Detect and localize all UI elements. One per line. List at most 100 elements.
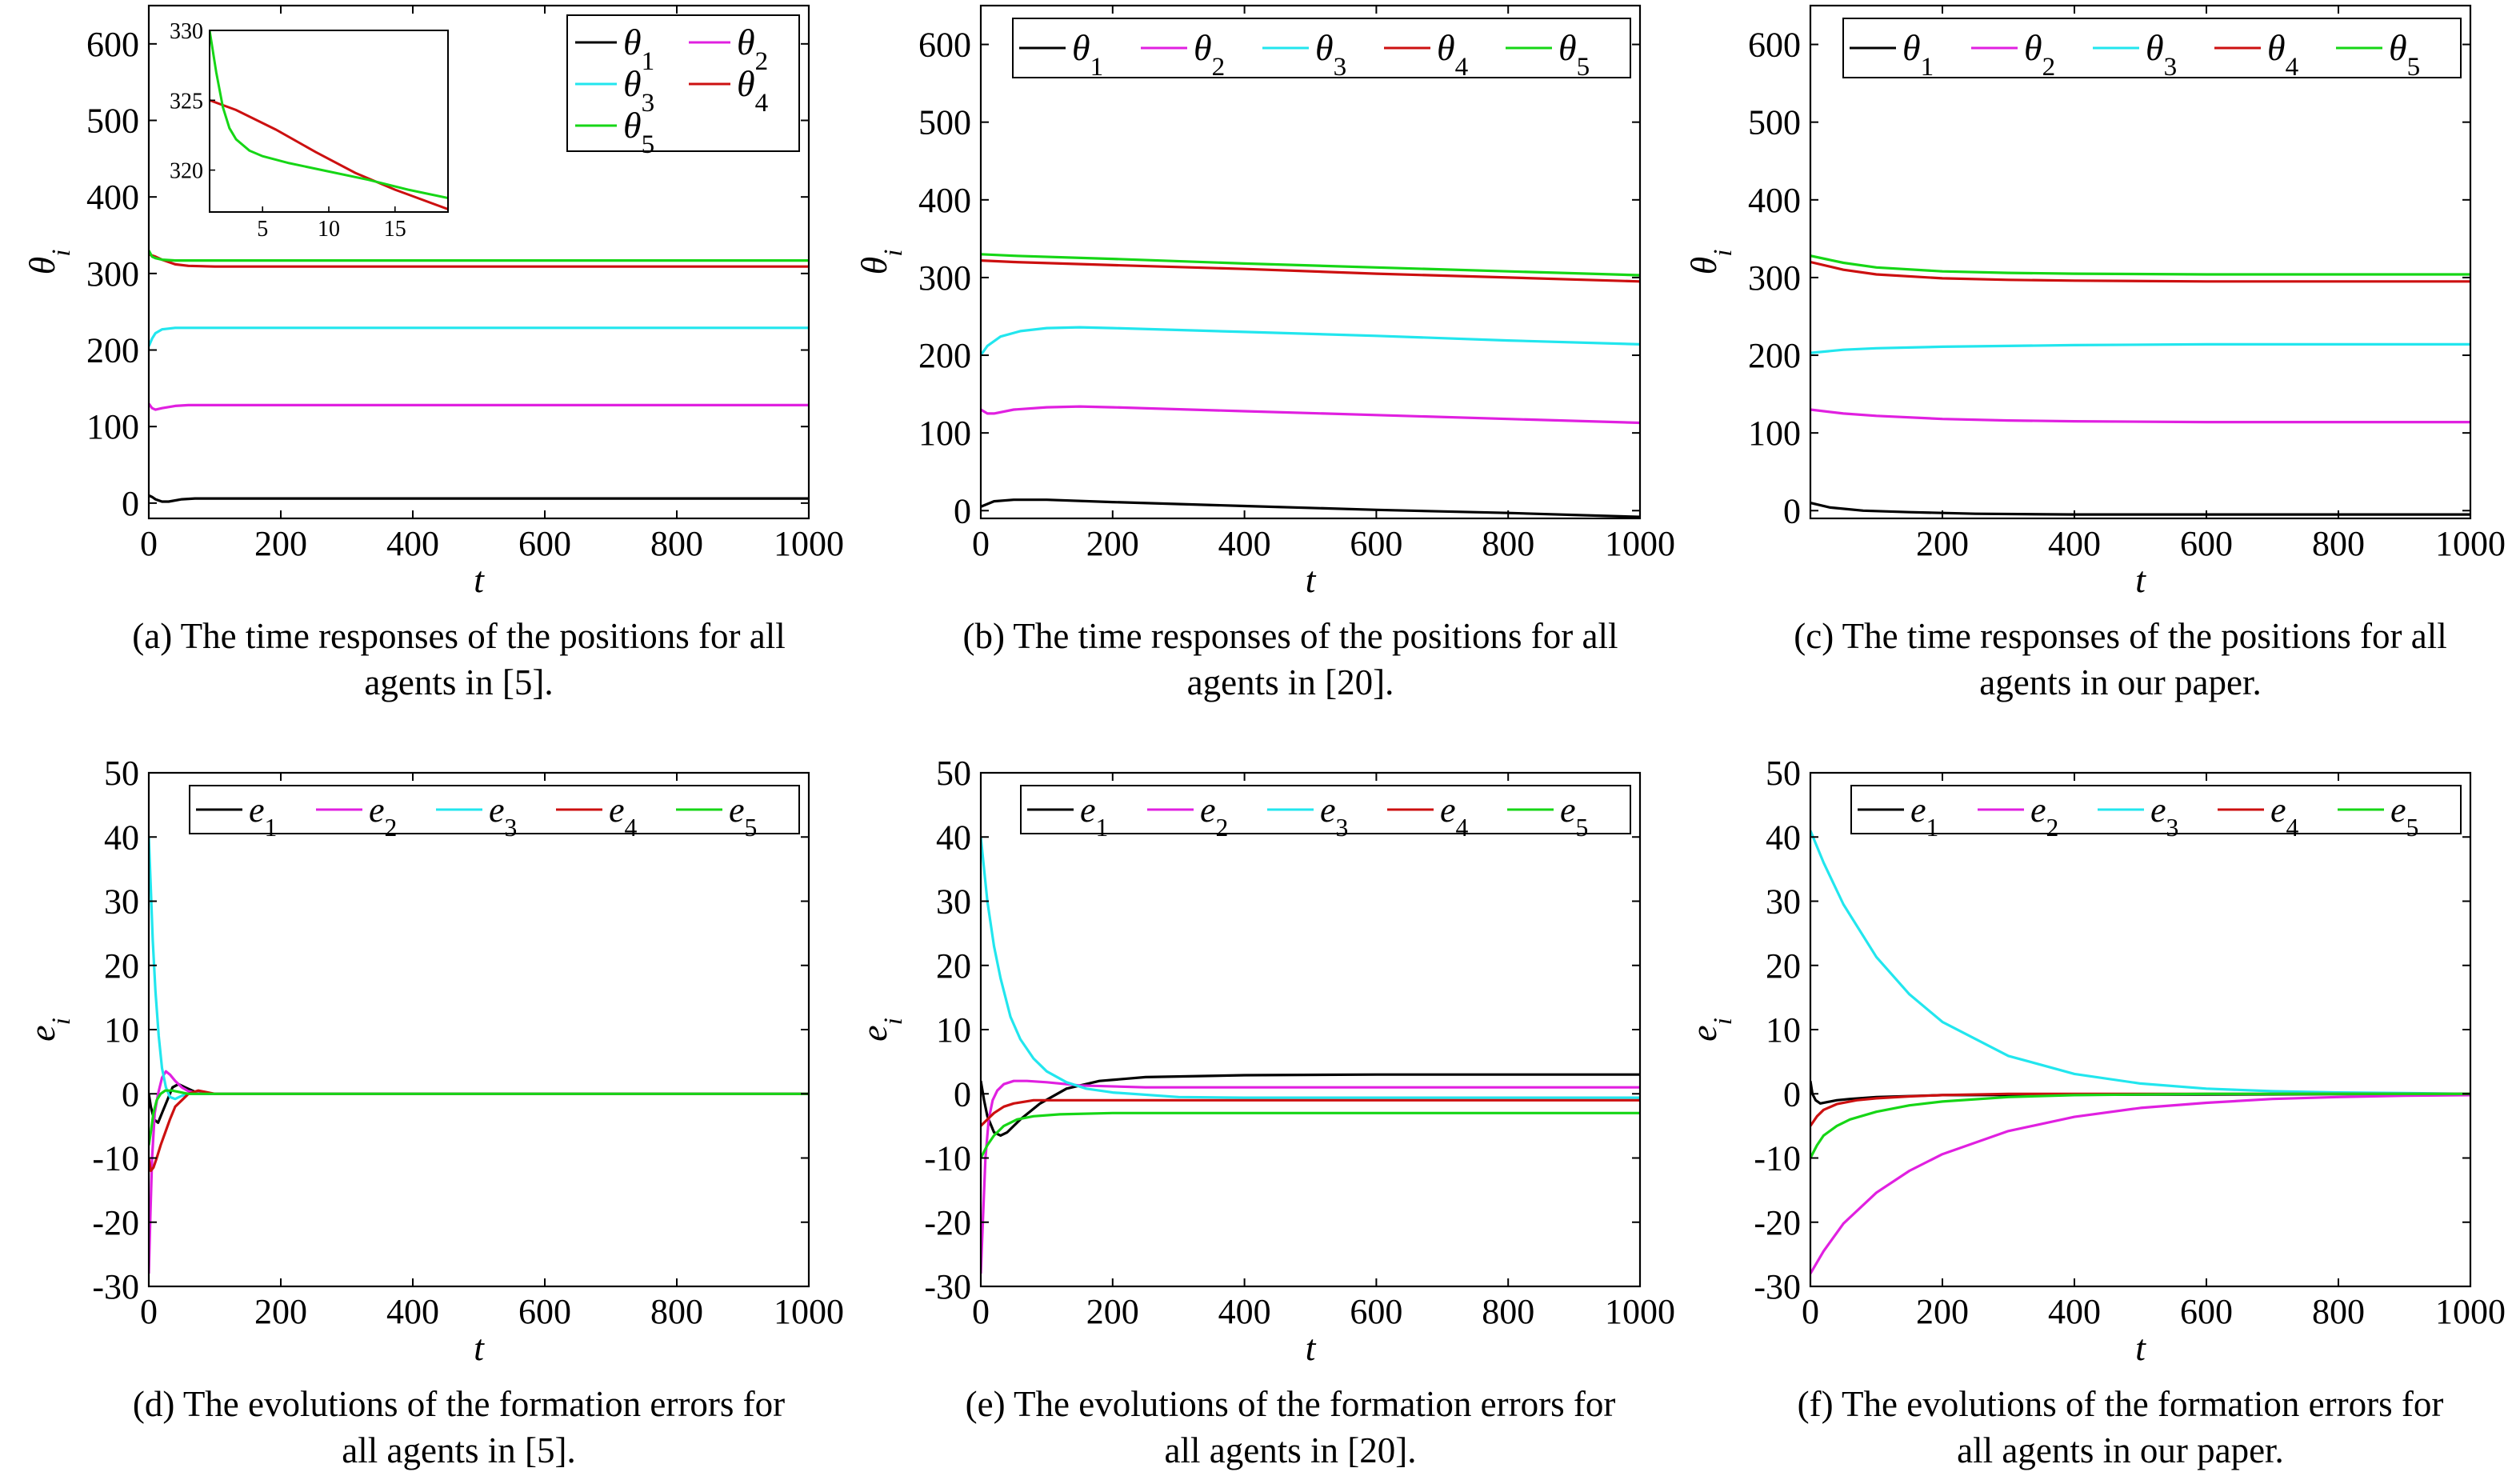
series-line-e-2 <box>981 1079 1640 1274</box>
y-tick-label-e-10: 10 <box>936 1010 971 1050</box>
x-tick-label-b-200: 200 <box>1086 524 1139 563</box>
x-tick-label-c-200: 200 <box>1916 524 1969 563</box>
y-tick-label-e-20: 20 <box>936 946 971 986</box>
y-axis-label-f: ei <box>1683 1018 1738 1042</box>
y-tick-label-b-500: 500 <box>918 103 971 142</box>
caption-d: (d) The evolutions of the formation erro… <box>59 1381 859 1474</box>
plot-area-a <box>149 250 809 503</box>
y-tick-label-e--20: -20 <box>924 1203 971 1242</box>
inset-y-tick-label-325: 325 <box>170 89 203 114</box>
chart-e: 0 200 400 600 800 1000 -30 -20 -10 0 10 20 30 40 50 t ei… <box>854 754 1675 1368</box>
axes-box-a <box>147 4 810 520</box>
caption-b: (b) The time responses of the positions … <box>890 613 1690 706</box>
y-tick-label-b-200: 200 <box>918 336 971 375</box>
y-tick-label-e--30: -30 <box>924 1267 971 1306</box>
series-line-e-5 <box>981 1111 1640 1159</box>
x-tick-label-e-400: 400 <box>1218 1292 1271 1331</box>
x-tick-label-b-600: 600 <box>1350 524 1402 563</box>
plot-area-b <box>981 253 1640 518</box>
y-tick-label-d-50: 50 <box>104 754 139 793</box>
legend-label-a-4: θ4 <box>737 63 769 118</box>
caption-line: (a) The time responses of the positions … <box>132 616 786 656</box>
inset-x-tick-label-15: 15 <box>384 217 406 242</box>
axes-box-b <box>979 4 1642 520</box>
y-tick-label-b-300: 300 <box>918 258 971 298</box>
inset-x-tick-label-10: 10 <box>318 217 340 242</box>
series-line-f-2 <box>1810 1094 2470 1274</box>
legend-label-f-1: e1 <box>1910 790 1938 842</box>
plot-area-f <box>1810 830 2470 1274</box>
series-line-d-3 <box>149 837 809 1101</box>
legend-label-f-4: e4 <box>2270 790 2299 842</box>
axes-box-e <box>979 771 1642 1288</box>
x-tick-label-a-0: 0 <box>140 524 158 563</box>
x-tick-label-e-1000: 1000 <box>1605 1292 1675 1331</box>
x-tick-label-d-600: 600 <box>518 1292 571 1331</box>
y-tick-label-a-500: 500 <box>86 102 139 141</box>
y-tick-label-f--10: -10 <box>1754 1139 1801 1178</box>
x-axis-label-b: t <box>1306 559 1317 600</box>
legend-label-b-2: θ2 <box>1194 27 1225 82</box>
y-tick-label-d--30: -30 <box>92 1267 139 1306</box>
inset-x-tick-label-5: 5 <box>257 217 268 242</box>
caption-f: (f) The evolutions of the formation erro… <box>1721 1381 2520 1474</box>
inset-line-2 <box>210 30 448 199</box>
series-line-b-5 <box>981 253 1640 277</box>
x-tick-label-e-800: 800 <box>1482 1292 1534 1331</box>
caption-line: all agents in [20]. <box>1164 1430 1417 1470</box>
x-axis-label-d: t <box>474 1327 485 1368</box>
series-line-b-2 <box>981 405 1640 425</box>
y-tick-label-e--10: -10 <box>924 1139 971 1178</box>
series-line-c-2 <box>1810 408 2470 424</box>
legend-label-d-3: e3 <box>489 790 517 842</box>
y-tick-label-f-0: 0 <box>1783 1074 1801 1114</box>
y-tick-label-d-20: 20 <box>104 946 139 986</box>
x-tick-label-d-1000: 1000 <box>774 1292 844 1331</box>
y-tick-label-f-30: 30 <box>1766 882 1801 922</box>
legend-label-a-1: θ1 <box>623 22 654 76</box>
x-tick-label-f-800: 800 <box>2312 1292 2365 1331</box>
y-tick-label-e-50: 50 <box>936 754 971 793</box>
x-tick-label-a-800: 800 <box>650 524 703 563</box>
chart-f: 0 200 400 600 800 1000 -30 -20 -10 0 10 20 30 40 50 t ei… <box>1683 754 2506 1368</box>
caption-line: (b) The time responses of the positions … <box>962 616 1618 656</box>
x-tick-label-c-600: 600 <box>2180 524 2233 563</box>
y-tick-label-c-600: 600 <box>1748 26 1801 65</box>
x-tick-label-d-200: 200 <box>254 1292 307 1331</box>
x-axis-label-a: t <box>474 559 485 600</box>
legend-label-a-2: θ2 <box>737 22 768 76</box>
y-tick-label-a-400: 400 <box>86 178 139 217</box>
x-tick-label-f-1000: 1000 <box>2435 1292 2506 1331</box>
caption-line: agents in [20]. <box>1186 662 1394 702</box>
x-tick-label-d-400: 400 <box>386 1292 439 1331</box>
series-line-a-5 <box>149 250 809 262</box>
y-tick-label-a-300: 300 <box>86 254 139 294</box>
y-tick-label-d--20: -20 <box>92 1203 139 1242</box>
caption-line: (f) The evolutions of the formation erro… <box>1797 1384 2444 1424</box>
legend-label-d-4: e4 <box>609 790 638 842</box>
y-tick-label-d--10: -10 <box>92 1139 139 1178</box>
inset-y-tick-label-320: 320 <box>170 159 203 184</box>
axes-box-f <box>1809 771 2472 1288</box>
caption-line: (e) The evolutions of the formation erro… <box>965 1384 1616 1424</box>
series-line-d-5 <box>149 1089 809 1146</box>
y-tick-label-d-40: 40 <box>104 818 139 857</box>
x-tick-label-a-1000: 1000 <box>774 524 844 563</box>
caption-line: all agents in [5]. <box>342 1430 576 1470</box>
legend-label-d-2: e2 <box>369 790 397 842</box>
legend-f: e1 e2 e3 e4 e5 <box>1850 785 2462 842</box>
chart-d: 0 200 400 600 800 1000 -30 -20 -10 0 10 20 30 40 50 t ei… <box>22 754 844 1368</box>
legend-label-c-3: θ3 <box>2146 27 2177 82</box>
legend-label-e-3: e3 <box>1320 790 1348 842</box>
legend-label-a-5: θ5 <box>623 105 654 159</box>
series-line-f-4 <box>1810 1092 2470 1127</box>
y-tick-label-f--30: -30 <box>1754 1267 1801 1306</box>
y-axis-label-e: ei <box>854 1018 908 1042</box>
x-tick-label-e-0: 0 <box>972 1292 990 1331</box>
y-tick-label-d-10: 10 <box>104 1010 139 1050</box>
legend-label-c-1: θ1 <box>1902 27 1934 82</box>
x-tick-label-a-200: 200 <box>254 524 307 563</box>
series-line-c-5 <box>1810 254 2470 276</box>
x-tick-label-c-800: 800 <box>2312 524 2365 563</box>
legend-label-b-1: θ1 <box>1072 27 1103 82</box>
